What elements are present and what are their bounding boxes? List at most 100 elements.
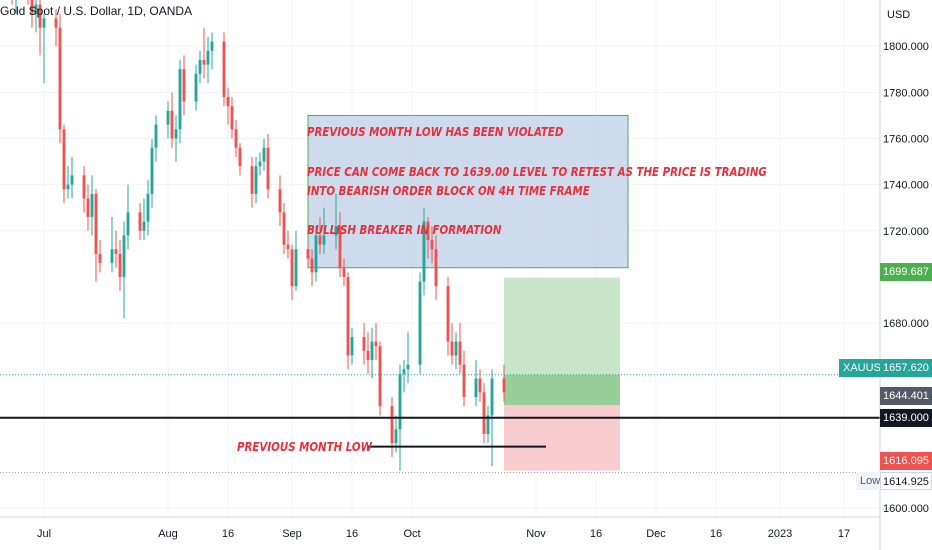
candle-body	[462, 364, 466, 397]
candle	[58, 13, 62, 144]
candle-body	[350, 336, 354, 356]
candle-body	[338, 226, 342, 268]
x-tick-label: 16	[710, 528, 722, 540]
candle-body	[306, 249, 310, 259]
candle	[230, 96, 234, 139]
candle	[278, 175, 282, 227]
candle-body	[90, 193, 94, 217]
candle-body	[266, 147, 270, 190]
candle-body	[482, 392, 486, 434]
box-annotation-line-2: PRICE CAN COME BACK TO 1639.00 LEVEL TO …	[307, 164, 767, 179]
low-value-tag: 1614.925	[880, 472, 932, 490]
candle	[150, 138, 154, 208]
box-annotation-line-1: PREVIOUS MONTH LOW HAS BEEN VIOLATED	[307, 124, 564, 139]
candle-body	[478, 378, 482, 393]
candle	[294, 230, 298, 291]
candle	[210, 32, 214, 70]
candle	[350, 327, 354, 365]
candle	[54, 9, 58, 47]
candle	[206, 36, 210, 84]
candle	[182, 55, 186, 116]
candle-body	[86, 198, 90, 217]
candle-body	[202, 60, 206, 65]
candle	[250, 156, 254, 208]
candle	[418, 272, 422, 374]
previous-month-low-label: PREVIOUS MONTH LOW	[237, 439, 372, 454]
candle-body	[450, 341, 454, 356]
candle-body	[366, 350, 370, 361]
candle	[122, 221, 126, 319]
candle-body	[62, 129, 66, 190]
x-tick-label: Sep	[282, 528, 302, 540]
candle-body	[58, 27, 62, 130]
candle	[362, 323, 366, 365]
candle	[366, 332, 370, 374]
current-price-tag: 1657.620	[880, 359, 932, 377]
candle-body	[154, 124, 158, 148]
candle-body	[342, 267, 346, 277]
candle-body	[310, 258, 314, 273]
candle	[38, 0, 42, 56]
candle	[166, 101, 170, 139]
level-b-price-tag: 1639.000	[880, 409, 932, 427]
candle	[342, 258, 346, 287]
candle	[346, 272, 350, 370]
candle	[318, 216, 322, 254]
candle-body	[194, 73, 198, 102]
candle-body	[362, 336, 366, 351]
candle	[458, 323, 462, 374]
box-annotation-line-3: INTO BEARISH ORDER BLOCK ON 4H TIME FRAM…	[307, 183, 590, 198]
y-tick-label: 1780.000	[883, 87, 929, 99]
candle-body	[98, 253, 102, 264]
candle	[62, 124, 66, 204]
candle	[82, 166, 86, 213]
x-tick-label: Oct	[403, 528, 420, 540]
y-tick-label: 1600.000	[883, 503, 929, 515]
candle	[118, 240, 122, 291]
candle	[86, 184, 90, 231]
annotation-box	[307, 114, 629, 269]
x-tick-label: Dec	[646, 528, 666, 540]
loss-zone	[504, 405, 620, 471]
candle-body	[422, 221, 426, 282]
candle	[370, 327, 374, 379]
candle-body	[430, 240, 434, 250]
candle-body	[474, 378, 478, 397]
candle	[322, 207, 326, 254]
candle	[482, 383, 486, 444]
candle-body	[458, 341, 462, 365]
target-price-tag: 1699.687	[880, 263, 932, 281]
candle-body	[254, 166, 258, 194]
candle	[202, 27, 206, 79]
y-tick-label: 1800.000	[883, 41, 929, 53]
candle-body	[230, 106, 234, 130]
candle-body	[290, 249, 294, 287]
candle	[66, 166, 70, 199]
candle-body	[370, 341, 374, 361]
candle	[374, 323, 378, 361]
candle-body	[38, 4, 42, 28]
candle-body	[374, 341, 378, 347]
candle	[422, 207, 426, 296]
candle-body	[42, 18, 46, 28]
candle	[258, 152, 262, 176]
candle	[42, 13, 46, 84]
candle	[310, 249, 314, 287]
candle	[474, 360, 478, 407]
candle	[114, 230, 118, 268]
candle-body	[238, 147, 242, 167]
candle	[146, 180, 150, 236]
x-tick-label: Aug	[158, 528, 178, 540]
candle-body	[334, 226, 338, 236]
candle	[254, 156, 258, 204]
y-tick-label: 1720.000	[883, 226, 929, 238]
candle	[174, 115, 178, 162]
candle-body	[54, 18, 58, 28]
candle-body	[394, 429, 398, 444]
candle-body	[118, 253, 122, 277]
candle	[286, 230, 290, 259]
candle	[306, 244, 310, 268]
candle-body	[82, 175, 86, 199]
